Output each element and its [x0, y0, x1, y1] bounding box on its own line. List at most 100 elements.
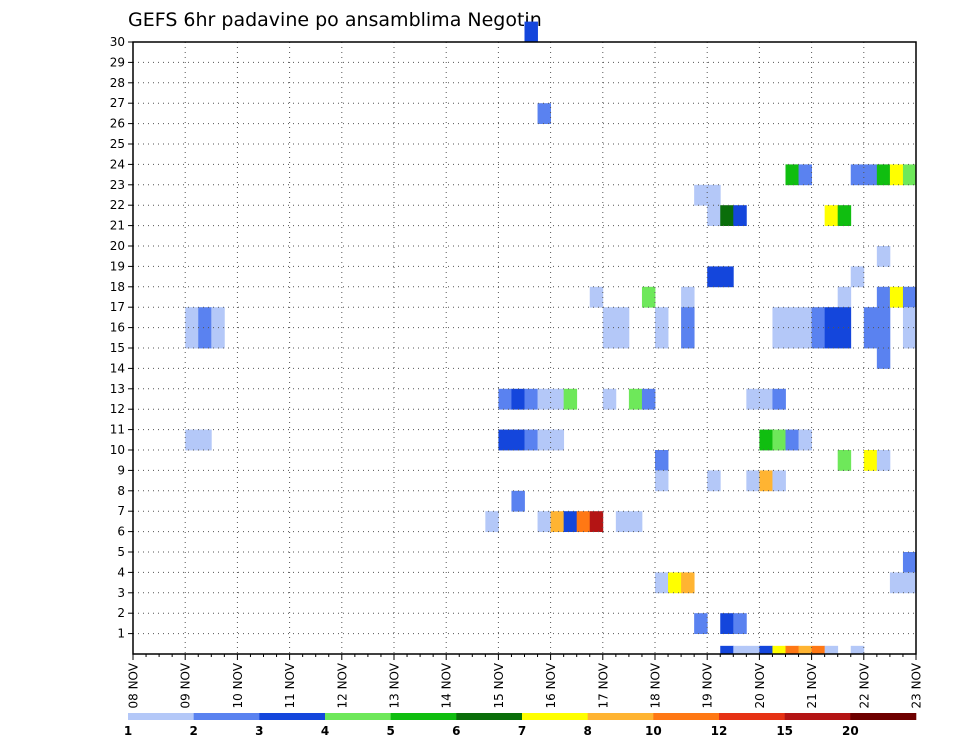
heatmap-cell [837, 327, 852, 349]
heatmap-cell [641, 286, 656, 308]
heatmap-cell [746, 388, 760, 410]
legend-swatch [850, 713, 917, 720]
legend-label: 6 [452, 724, 460, 738]
heatmap-cell [563, 388, 578, 410]
heatmap-cell [863, 307, 878, 328]
heatmap-cell [524, 429, 538, 451]
heatmap-cell [498, 429, 512, 451]
y-tick-label: 25 [110, 137, 125, 151]
x-tick-label: 17 NOV [596, 662, 610, 708]
heatmap-cell [837, 450, 852, 471]
legend-label: 20 [842, 724, 859, 738]
heatmap-cell [785, 164, 799, 186]
heatmap-cell [498, 388, 512, 410]
heatmap-cell [811, 645, 826, 655]
heatmap-cell [485, 511, 499, 532]
heatmap-cell [615, 511, 630, 532]
y-tick-label: 10 [110, 443, 125, 457]
y-tick-label: 20 [110, 239, 125, 253]
heatmap-cell [759, 388, 773, 410]
heatmap-cell [602, 388, 617, 410]
x-tick-label: 18 NOV [649, 662, 663, 708]
axes: 1234567891011121314151617181920212223242… [110, 35, 924, 709]
heatmap-cell [720, 205, 734, 226]
heatmap-cell [876, 348, 891, 369]
heatmap-cell [185, 307, 199, 328]
heatmap-cell [863, 450, 878, 471]
x-tick-label: 21 NOV [805, 662, 819, 708]
x-tick-label: 16 NOV [544, 662, 558, 708]
x-tick-label: 09 NOV [179, 662, 193, 708]
heatmap-cell [511, 429, 525, 451]
legend-label: 15 [776, 724, 793, 738]
legend-label: 12 [711, 724, 728, 738]
heatmap-cell [902, 164, 917, 186]
heatmap-cell [850, 645, 865, 655]
heatmap-cell [707, 266, 721, 288]
heatmap-cell [759, 645, 773, 655]
heatmap-cell [720, 645, 734, 655]
heatmap-cell [641, 388, 656, 410]
heatmap-cell [876, 286, 891, 308]
heatmap-cell [902, 572, 917, 594]
heatmap-cell [772, 327, 786, 349]
heatmap-cell [198, 429, 212, 451]
heatmap-cell [720, 613, 734, 634]
heatmap-cell [837, 286, 852, 308]
y-tick-label: 17 [110, 300, 125, 314]
heatmap-cell [694, 184, 708, 206]
legend-swatch [522, 713, 588, 720]
heatmap-cell [563, 511, 578, 532]
y-tick-label: 29 [110, 55, 125, 69]
legend-label: 8 [583, 724, 591, 738]
heatmap-cell [602, 307, 617, 328]
heatmap-cell [876, 246, 891, 267]
heatmap-cell [655, 327, 669, 349]
heatmap-cell [550, 511, 565, 532]
heatmap-cell [537, 103, 551, 124]
heatmap-cell [889, 572, 904, 594]
heatmap-cell [694, 613, 708, 634]
heatmap-cell [589, 286, 604, 308]
heatmap-cell [615, 327, 630, 349]
heatmap-cell [681, 286, 695, 308]
heatmap-cell [707, 205, 721, 226]
legend-swatch [128, 713, 194, 720]
heatmap-cell [902, 327, 917, 349]
chart-title: GEFS 6hr padavine po ansamblima Negotin [128, 9, 542, 31]
heatmap-cell [876, 164, 891, 186]
heatmap-cell [902, 286, 917, 308]
heatmap-cell [746, 470, 760, 492]
heatmap-cell [863, 164, 878, 186]
x-tick-label: 11 NOV [283, 662, 297, 708]
heatmap-cell [707, 184, 721, 206]
heatmap-cell [537, 429, 551, 451]
legend-label: 7 [518, 724, 526, 738]
legend-label: 5 [386, 724, 394, 738]
legend-swatch [784, 713, 851, 720]
y-tick-label: 12 [110, 402, 125, 416]
legend-label: 2 [189, 724, 197, 738]
heatmap-cell [785, 307, 799, 328]
y-tick-label: 7 [117, 504, 125, 518]
heatmap-cell [733, 613, 747, 634]
heatmap-cell [537, 511, 551, 532]
heatmap-cell [524, 21, 538, 43]
heatmap-cell [537, 388, 551, 410]
heatmap-cell [511, 388, 525, 410]
y-tick-label: 19 [110, 259, 125, 273]
x-tick-label: 08 NOV [127, 662, 141, 708]
legend-swatch [325, 713, 391, 720]
y-tick-label: 2 [117, 606, 125, 620]
heatmap-cell [811, 307, 826, 328]
heatmap-cell [198, 327, 212, 349]
y-tick-label: 22 [110, 198, 125, 212]
heatmap-cell [837, 307, 852, 328]
heatmap-cell [655, 572, 669, 594]
heatmap-cell [902, 552, 917, 573]
y-tick-label: 18 [110, 280, 125, 294]
heatmap-cell [876, 307, 891, 328]
y-tick-label: 4 [117, 565, 125, 579]
color-legend: 1 2 3 4 5 6 7 8 10 12 15 20 [124, 713, 917, 738]
heatmap-cell [785, 327, 799, 349]
